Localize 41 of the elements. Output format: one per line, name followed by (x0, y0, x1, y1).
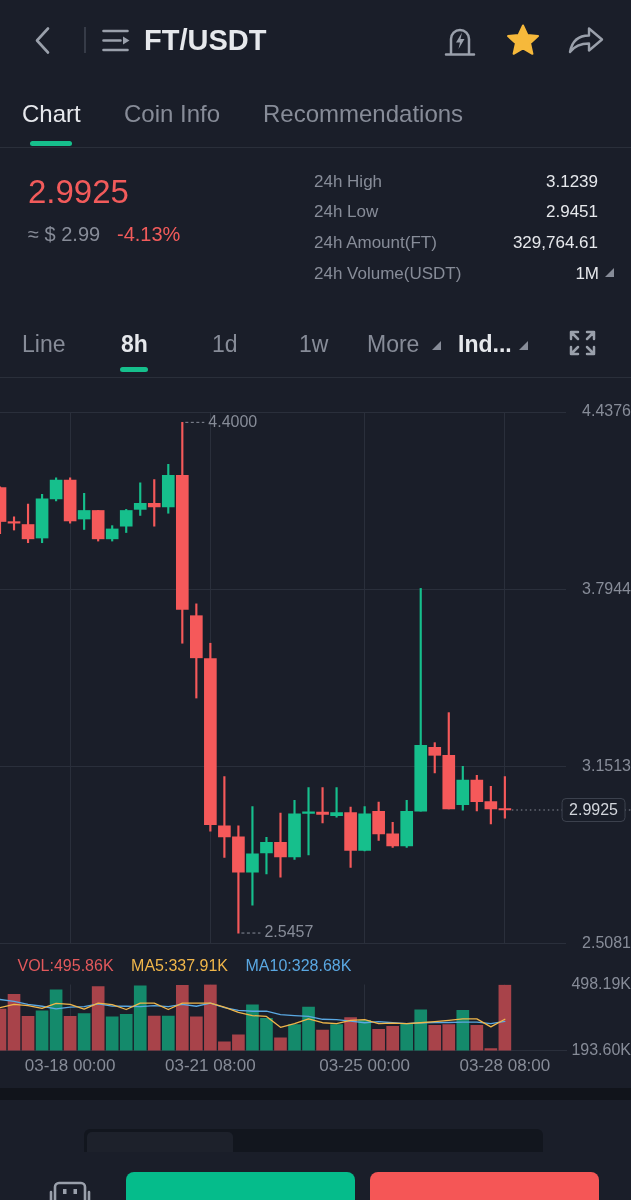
x-tick-label: 03-28 08:00 (459, 1056, 551, 1076)
text: 1d (212, 330, 238, 357)
text: -4.13% (117, 223, 181, 246)
text: 24h Amount(FT) (314, 233, 437, 253)
text: Chart (22, 100, 81, 128)
text: 3.1239 (546, 171, 598, 191)
x-tick-label: 03-21 08:00 (164, 1056, 256, 1076)
annotation: 2.5457 (264, 923, 314, 941)
y-tick-label: 4.4376 (582, 402, 631, 420)
y-tick-label: 2.5081 (582, 933, 631, 951)
text: Recommendations (263, 100, 464, 128)
y-tick-label: 3.7944 (582, 579, 631, 597)
text: More (367, 330, 420, 357)
text: 24h Volume(USDT) (314, 264, 462, 284)
text: Line (22, 330, 66, 357)
text: MA10:328.68K (245, 956, 352, 974)
x-tick-label: 03-25 00:00 (319, 1056, 410, 1076)
text: 8h (121, 330, 148, 357)
series-label: MA5:337.91K (131, 956, 229, 974)
text: 329,764.61 (512, 233, 598, 253)
candlestick (274, 812, 287, 878)
annotation: 4.4000 (208, 412, 258, 430)
series-label: VOL:495.86K (17, 956, 114, 974)
y-tick-label: 498.19K (571, 974, 631, 992)
candlestick (260, 837, 273, 875)
text: 2.9451 (546, 202, 598, 222)
text: 1M (575, 264, 599, 284)
text: FT/USDT (144, 23, 267, 56)
y-tick-label: 3.1513 (582, 756, 631, 774)
text: 2.9925 (28, 173, 129, 211)
x-tick-label: 03-18 00:00 (24, 1056, 116, 1076)
ref-line-label: 2.9925 (569, 800, 619, 818)
text: 24h High (314, 171, 383, 191)
text: Coin Info (124, 100, 221, 128)
text: 1w (299, 330, 329, 357)
text: Ind... (458, 330, 512, 357)
y-tick-label: 193.60K (571, 1041, 631, 1059)
text: ≈ $ 2.99 (28, 223, 101, 246)
candlestick (316, 787, 329, 824)
text: 24h Low (314, 202, 379, 222)
candlestick (246, 806, 259, 906)
